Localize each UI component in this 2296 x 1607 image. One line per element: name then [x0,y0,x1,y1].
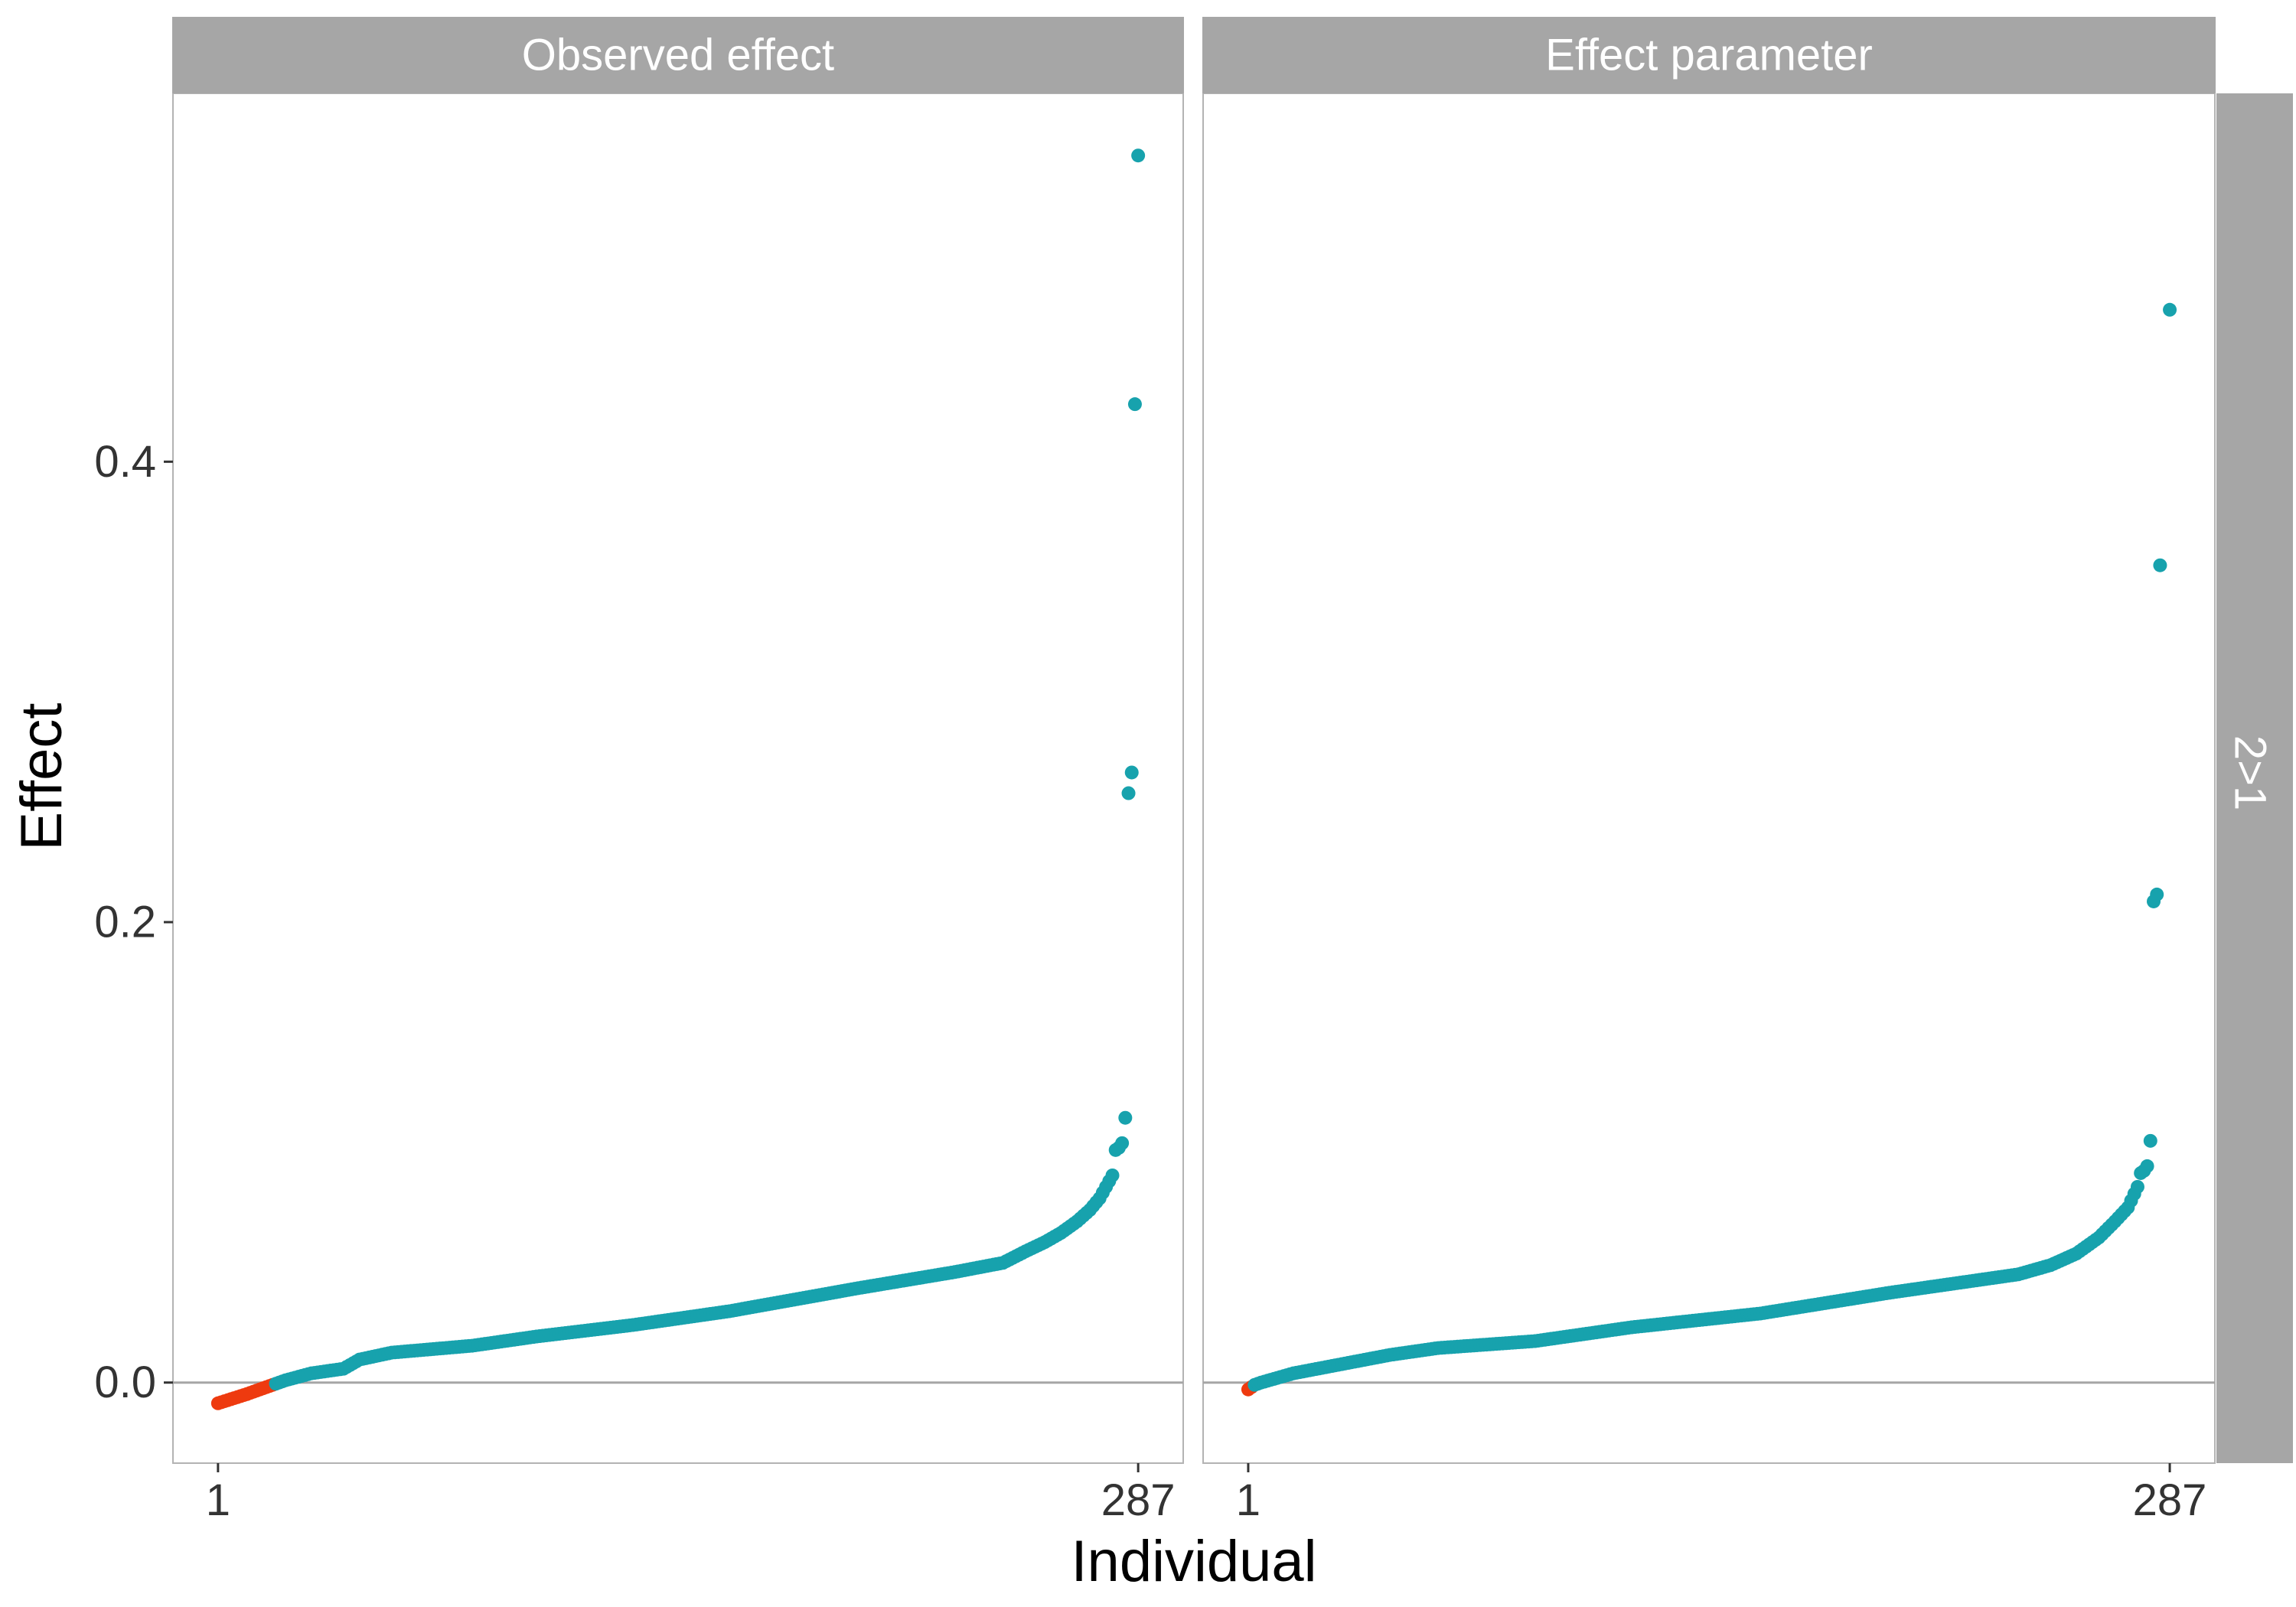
data-point [2150,887,2164,901]
y-tick-label: 0.4 [94,437,156,487]
data-point [2140,1159,2154,1173]
x-tick-label: 287 [2133,1475,2207,1525]
data-point [2153,558,2167,572]
data-points [1241,302,2177,1397]
y-tick-label: 0.0 [94,1358,156,1407]
panel-background [1202,93,2216,1464]
data-point [1118,1110,1133,1125]
y-tick-label: 0.2 [94,898,156,947]
row-strip: 2>1 [2216,93,2293,1463]
facet-strip [172,17,1184,93]
x-axis-title: Individual [1071,1529,1316,1594]
facet-title: Observed effect [522,31,834,80]
row-strip-background [2216,93,2293,1463]
x-tick-label: 1 [206,1475,230,1525]
data-point [1105,1168,1120,1182]
panel-1: Observed effect 1 287 [172,17,1184,1525]
panels-layer: Observed effect 1 287 Effect parameter 1 287 [172,17,2216,1525]
data-points [210,148,1146,1410]
x-tick-label: 287 [1101,1475,1176,1525]
data-point [2130,1179,2144,1194]
data-point [1121,786,1136,800]
data-point [1127,397,1142,412]
data-point [1115,1136,1130,1150]
data-point [1124,765,1139,780]
data-point [1131,148,1146,163]
facet-strip [1202,17,2216,93]
x-tick-label: 1 [1236,1475,1261,1525]
panel-2: Effect parameter 1 287 [1202,17,2216,1525]
y-axis-title: Effect [9,703,74,851]
y-axis: 0.0 0.2 0.4 [94,437,173,1407]
data-point [2143,1133,2157,1148]
data-point [2163,302,2177,317]
facet-title: Effect parameter [1545,31,1873,80]
panel-background [172,93,1184,1464]
row-strip-label: 2>1 [2226,735,2275,810]
